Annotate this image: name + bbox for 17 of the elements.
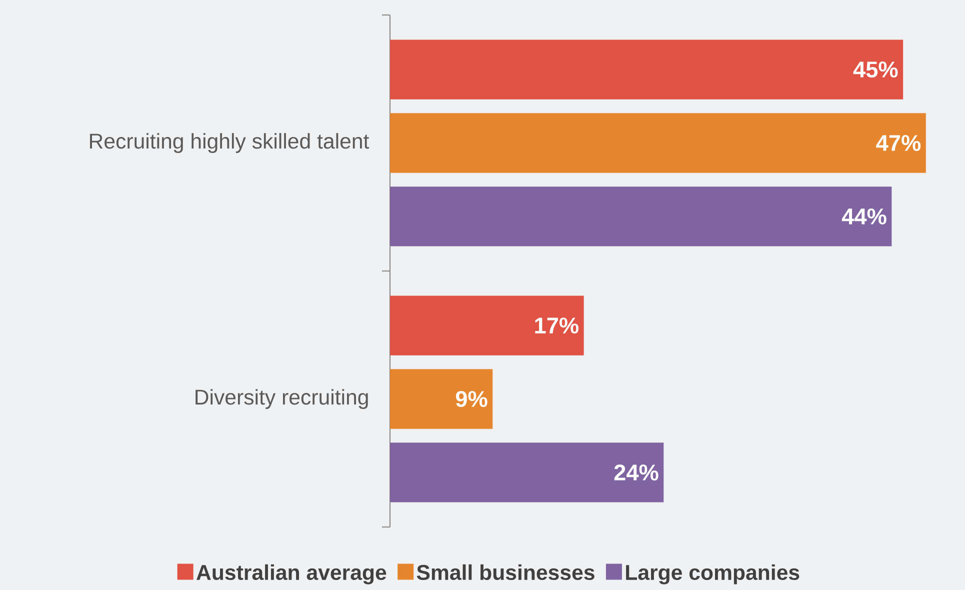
legend-label: Large companies: [626, 564, 800, 584]
bar: [390, 113, 926, 173]
bar: [390, 186, 892, 246]
y-tick-label: Recruiting highly skilled talent: [90, 133, 370, 153]
bar: [390, 40, 904, 100]
data-label: 44%: [842, 208, 886, 224]
bar: [390, 442, 664, 502]
legend-label: Australian average: [196, 564, 386, 584]
bar: [390, 296, 584, 356]
data-label: 45%: [853, 62, 898, 78]
legend-label: Small businesses: [416, 564, 594, 580]
data-label: 24%: [614, 464, 658, 480]
y-tick-label: Diversity recruiting: [196, 389, 368, 409]
data-label: 9%: [456, 390, 488, 408]
data-label: 47%: [876, 135, 921, 151]
bar: [390, 369, 493, 429]
data-label: 17%: [535, 318, 579, 334]
